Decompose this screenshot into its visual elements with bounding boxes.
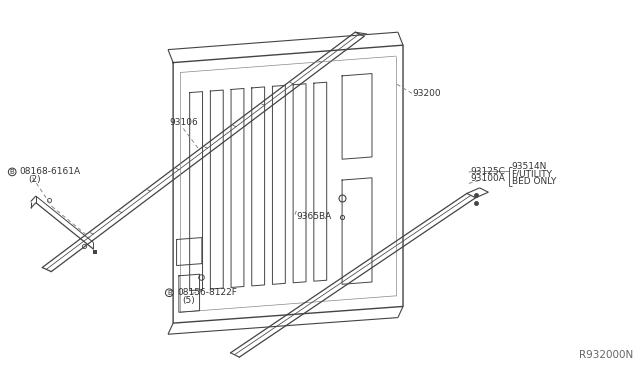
Text: R932000N: R932000N	[579, 350, 633, 360]
Text: B: B	[167, 290, 172, 296]
Text: 93106: 93106	[169, 118, 198, 128]
Text: 08156-8122F: 08156-8122F	[177, 288, 237, 297]
Text: 08168-6161A: 08168-6161A	[20, 167, 81, 176]
Text: BED ONLY: BED ONLY	[511, 177, 556, 186]
Text: 93200: 93200	[413, 89, 441, 98]
Text: B: B	[10, 169, 15, 175]
Text: 93100A: 93100A	[470, 174, 505, 183]
Text: 9365BA: 9365BA	[296, 212, 332, 221]
Text: (5): (5)	[182, 296, 195, 305]
Text: (2): (2)	[28, 175, 41, 184]
Text: F/UTILITY: F/UTILITY	[511, 170, 552, 179]
Text: 93514N: 93514N	[511, 162, 547, 171]
Text: 93125C: 93125C	[470, 167, 505, 176]
